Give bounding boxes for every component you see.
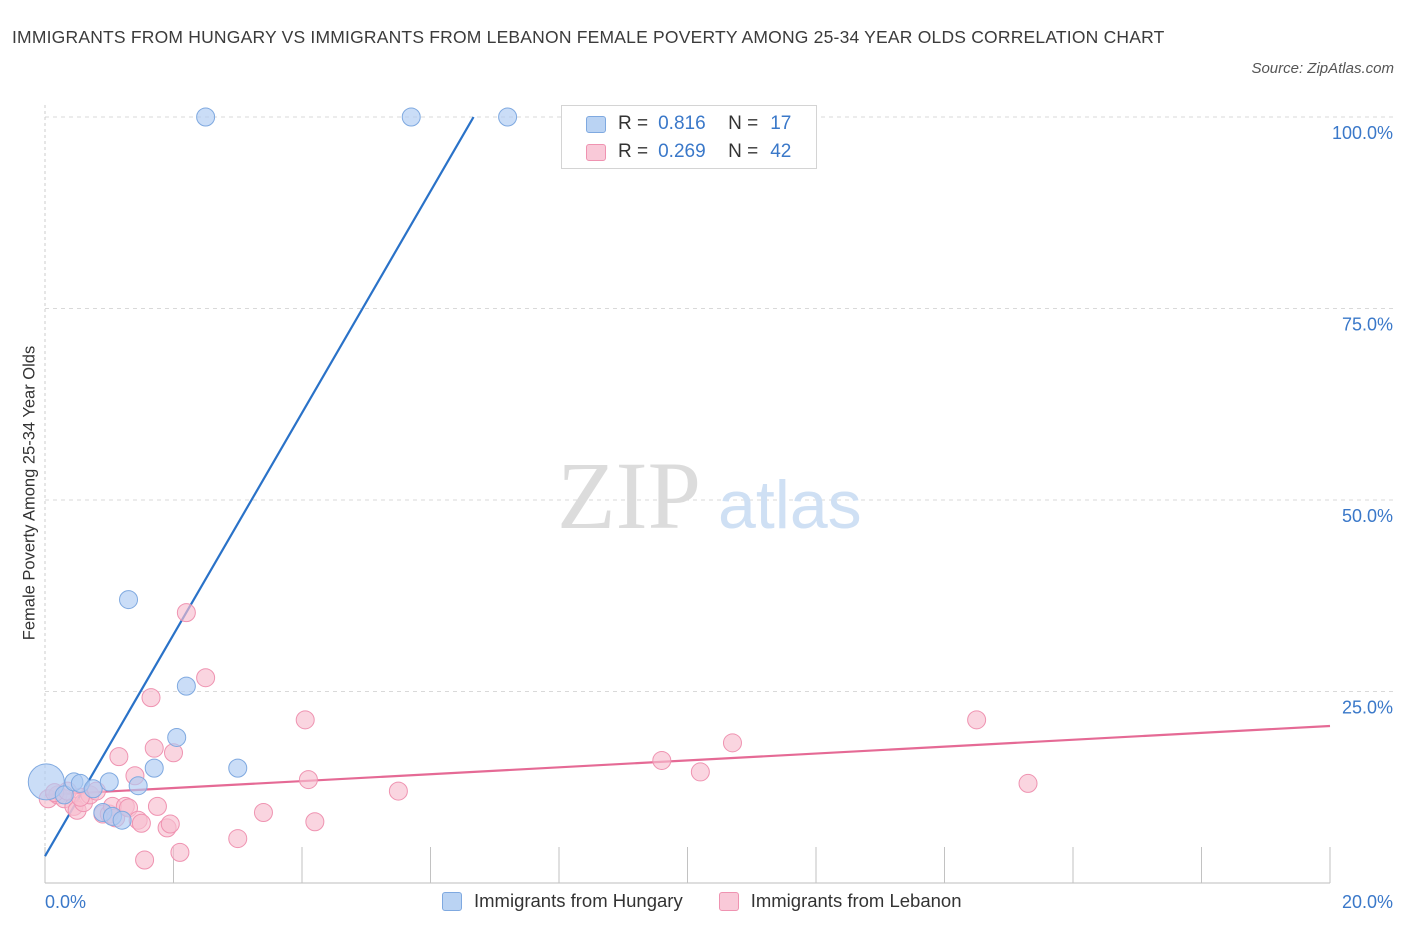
point-lebanon <box>295 710 315 730</box>
point-lebanon <box>196 668 216 688</box>
legend-n-value-lebanon: 42 <box>770 141 792 162</box>
point-hungary <box>196 107 216 127</box>
legend-n-value-hungary: 17 <box>770 113 792 134</box>
point-lebanon <box>388 781 408 801</box>
y-tick-label: 75.0% <box>1342 315 1393 335</box>
tick-labels: 25.0% 50.0% 75.0% 100.0% 0.0% 20.0% <box>45 123 1393 912</box>
point-hungary <box>83 779 103 799</box>
point-lebanon <box>170 842 190 862</box>
series-name-hungary: Immigrants from Hungary <box>474 890 683 911</box>
point-hungary <box>144 758 164 778</box>
source-label: Source: ZipAtlas.com <box>1251 60 1394 77</box>
point-hungary <box>128 776 148 796</box>
point-lebanon <box>144 738 164 758</box>
y-tick-label: 100.0% <box>1332 123 1393 143</box>
point-lebanon <box>164 743 183 763</box>
series-legend: Immigrants from Hungary Immigrants from … <box>442 890 998 912</box>
y-tick-label: 25.0% <box>1342 698 1393 718</box>
points-layer <box>27 107 1038 870</box>
point-lebanon <box>305 812 325 832</box>
legend-swatch-hungary <box>586 115 606 133</box>
legend-r-value-lebanon: 0.269 <box>658 141 706 162</box>
point-hungary <box>176 676 196 696</box>
point-hungary <box>167 727 187 747</box>
legend-n-label: N = <box>728 113 759 134</box>
x-tick-label: 0.0% <box>45 892 86 912</box>
legend-swatch-lebanon <box>586 143 606 161</box>
watermark-zip: ZIP <box>557 442 701 549</box>
point-hungary <box>228 758 248 778</box>
x-tick-label: 20.0% <box>1342 892 1393 912</box>
point-lebanon <box>253 803 273 823</box>
y-tick-label: 50.0% <box>1342 506 1393 526</box>
series-swatch-lebanon <box>718 891 739 911</box>
point-hungary <box>99 772 119 792</box>
point-hungary <box>27 763 65 801</box>
point-hungary <box>54 785 74 805</box>
legend-r-label: R = <box>618 141 649 162</box>
point-lebanon <box>1018 773 1038 793</box>
point-lebanon <box>652 750 672 770</box>
y-axis-label: Female Poverty Among 25-34 Year Olds <box>20 345 39 641</box>
watermark: ZIP atlas <box>557 442 862 549</box>
legend-row-hungary: R = 0.816 N = 17 <box>586 111 791 137</box>
point-hungary <box>119 590 139 610</box>
trend-line-hungary <box>44 116 475 857</box>
axis-layer <box>44 105 1331 884</box>
watermark-atlas: atlas <box>718 467 862 543</box>
point-hungary <box>498 107 518 127</box>
legend-n-label: N = <box>728 141 759 162</box>
point-lebanon <box>131 813 151 833</box>
point-lebanon <box>176 603 196 623</box>
grid-layer <box>45 116 1395 692</box>
point-lebanon <box>147 796 167 816</box>
point-lebanon <box>967 710 987 730</box>
point-lebanon <box>160 814 180 834</box>
point-hungary <box>401 107 421 127</box>
point-lebanon <box>109 747 129 767</box>
legend-row-lebanon: R = 0.269 N = 42 <box>586 139 791 165</box>
point-lebanon <box>135 850 155 870</box>
series-legend-lebanon[interactable]: Immigrants from Lebanon <box>718 890 962 912</box>
series-legend-hungary[interactable]: Immigrants from Hungary <box>442 890 683 912</box>
point-lebanon <box>298 770 318 790</box>
trend-line-lebanon <box>44 724 1331 797</box>
point-lebanon <box>690 762 710 782</box>
series-name-lebanon: Immigrants from Lebanon <box>750 890 962 911</box>
point-hungary <box>112 810 132 830</box>
trend-layer <box>44 116 1331 857</box>
legend-r-value-hungary: 0.816 <box>658 113 706 134</box>
series-swatch-hungary <box>442 891 462 911</box>
correlation-legend: R = 0.816 N = 17 R = 0.269 N = 42 <box>561 105 817 169</box>
point-lebanon <box>141 688 161 708</box>
point-lebanon <box>722 733 742 753</box>
point-lebanon <box>228 829 248 849</box>
legend-r-label: R = <box>618 113 649 134</box>
chart-title: IMMIGRANTS FROM HUNGARY VS IMMIGRANTS FR… <box>12 27 1165 47</box>
